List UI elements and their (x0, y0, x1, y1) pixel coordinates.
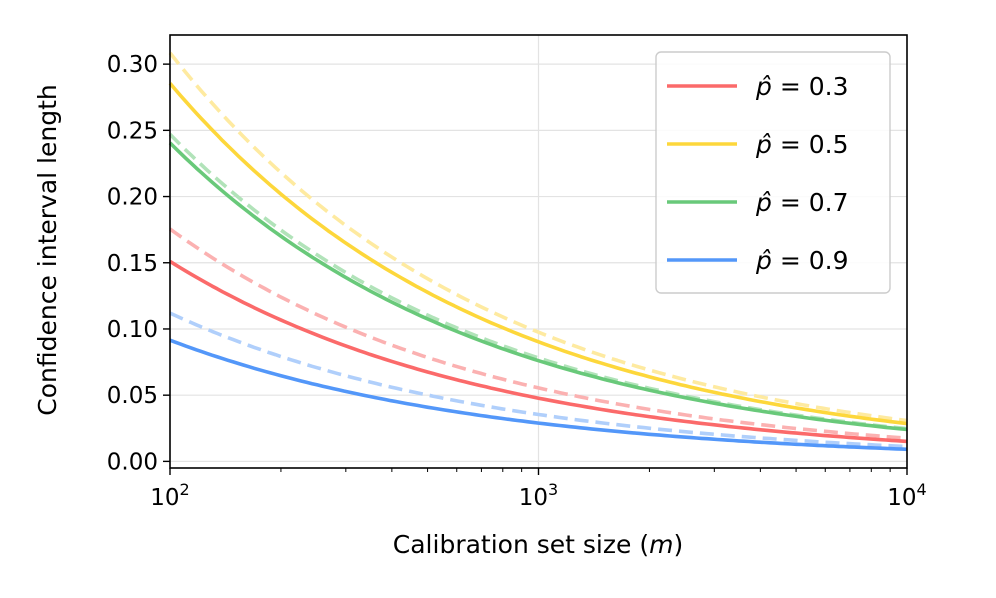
legend-label: p̂ = 0.3 (755, 72, 848, 101)
series-line-dashed-3 (169, 311, 908, 449)
legend: p̂ = 0.3 p̂ = 0.5 p̂ = 0.7 p̂ = 0.9 (655, 51, 891, 294)
x-axis-label: Calibration set size (m) (393, 530, 683, 559)
legend-label: p̂ = 0.9 (755, 246, 848, 275)
legend-label: p̂ = 0.7 (755, 188, 848, 217)
y-tick-label: 0.20 (107, 185, 158, 211)
y-axis-label: Confidence interval length (33, 84, 62, 415)
x-tick-label: 104 (887, 480, 926, 511)
series-line-solid-1 (168, 82, 908, 426)
x-tick-label: 103 (519, 480, 558, 511)
x-tick-label: 102 (150, 480, 189, 511)
series-line-solid-2 (168, 141, 908, 432)
legend-box (655, 51, 891, 294)
legend-label: p̂ = 0.5 (755, 130, 848, 159)
tick-layer: 0.00 0.05 0.10 0.15 0.20 0.25 0.30 102 103 104 (107, 52, 927, 511)
y-tick-label: 0.05 (107, 383, 158, 409)
series-line-dashed-0 (168, 227, 908, 440)
series-line-solid-0 (169, 259, 908, 444)
series-layer (168, 51, 908, 452)
y-tick-label: 0.30 (107, 52, 158, 78)
y-tick-label: 0.10 (107, 317, 158, 343)
y-tick-label: 0.15 (107, 251, 158, 277)
series-line-dashed-1 (168, 51, 908, 423)
y-tick-label: 0.00 (107, 449, 158, 475)
y-tick-label: 0.25 (107, 118, 158, 144)
series-line-solid-3 (169, 338, 908, 452)
